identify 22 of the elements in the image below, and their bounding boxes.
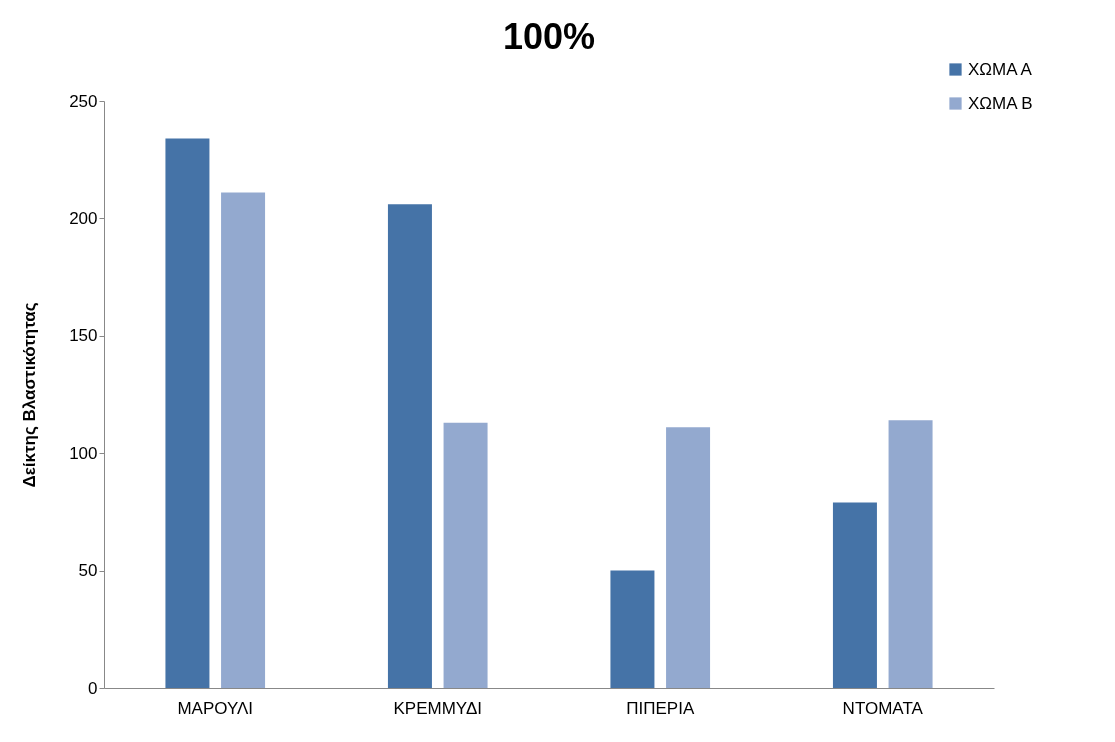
y-tick-label: 150 bbox=[69, 326, 98, 346]
bar bbox=[165, 138, 210, 688]
chart-title: 100% bbox=[502, 16, 596, 57]
bar bbox=[666, 427, 711, 688]
x-tick-label: ΜΑΡΟΥΛΙ bbox=[177, 698, 254, 718]
bar bbox=[832, 502, 877, 688]
bar bbox=[443, 422, 488, 688]
x-tick-label: ΠΙΠΕΡΙΑ bbox=[626, 698, 695, 718]
y-tick-label: 0 bbox=[88, 678, 98, 698]
legend-label: ΧΩΜΑ Α bbox=[968, 59, 1033, 79]
y-tick-label: 100 bbox=[69, 443, 98, 463]
x-tick-label: ΝΤΟΜΑΤΑ bbox=[842, 698, 924, 718]
bar bbox=[221, 192, 266, 688]
y-tick-label: 250 bbox=[69, 91, 98, 111]
y-tick-label: 50 bbox=[78, 561, 98, 581]
bar bbox=[387, 204, 432, 688]
x-tick-label: ΚΡΕΜΜΥΔΙ bbox=[393, 698, 482, 718]
legend-label: ΧΩΜΑ Β bbox=[968, 93, 1033, 113]
bar bbox=[610, 570, 655, 688]
y-axis-title: Δείκτης Βλαστικότητας bbox=[20, 302, 40, 488]
bar bbox=[888, 420, 933, 688]
y-tick-label: 200 bbox=[69, 208, 98, 228]
